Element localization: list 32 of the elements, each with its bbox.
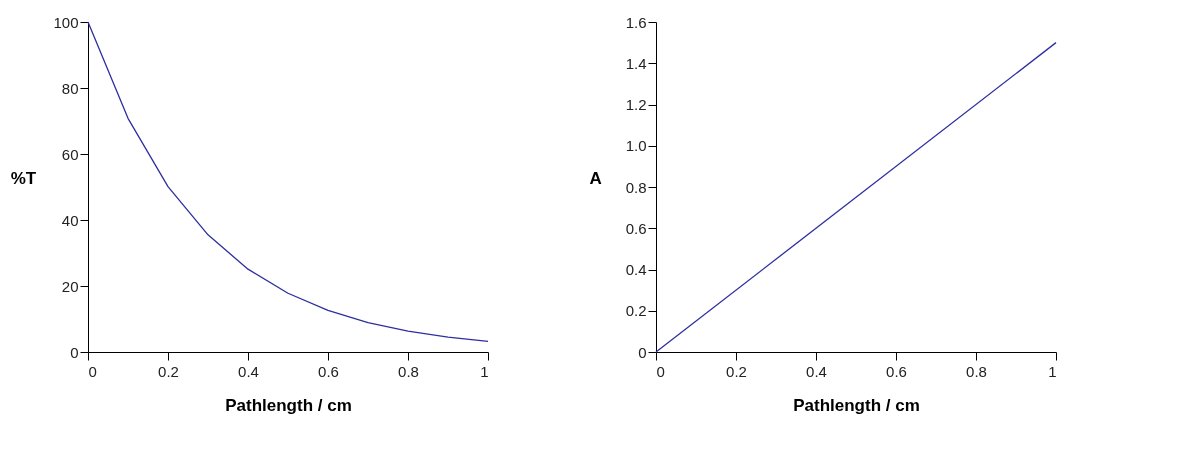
y-tick-label: 1.4 <box>625 54 647 72</box>
x-tick-label: 0.6 <box>318 362 339 380</box>
y-tick-label: 1.6 <box>625 13 647 31</box>
x-tick-label: 0.2 <box>726 362 747 380</box>
x-tick-label: 0.2 <box>158 362 179 380</box>
y-tick-label: 1.0 <box>625 137 647 155</box>
y-axis-title: A <box>589 168 602 188</box>
line-series <box>87 21 489 343</box>
x-tick-label: 1 <box>1048 362 1057 380</box>
x-tick-label: 0.8 <box>966 362 987 380</box>
y-tick-label: 0.4 <box>625 261 647 278</box>
y-tick-label: 0.8 <box>625 178 647 196</box>
y-tick-label: 40 <box>61 211 79 229</box>
x-tick-label: 1 <box>480 362 489 380</box>
x-tick-label: 0 <box>656 362 665 380</box>
y-tick-label: 60 <box>61 145 79 163</box>
x-axis-title: Pathlength / cm <box>793 395 920 415</box>
x-axis-title: Pathlength / cm <box>225 395 352 415</box>
y-tick-label: 80 <box>61 79 79 97</box>
y-tick-label: 0.6 <box>625 219 647 237</box>
x-tick-label: 0.6 <box>886 362 907 380</box>
y-axis-title: %T <box>10 168 37 188</box>
y-tick-label: 100 <box>53 13 79 31</box>
x-tick-label: 0 <box>88 362 97 380</box>
y-tick-label: 20 <box>61 277 79 295</box>
y-tick-label: 0 <box>638 343 647 361</box>
y-tick-label: 0 <box>70 343 79 361</box>
x-tick-label: 0.4 <box>238 362 259 380</box>
x-tick-label: 0.8 <box>398 362 419 380</box>
y-tick-label: 1.2 <box>625 96 647 113</box>
x-tick-label: 0.4 <box>806 362 827 380</box>
y-tick-label: 0.2 <box>625 302 647 320</box>
